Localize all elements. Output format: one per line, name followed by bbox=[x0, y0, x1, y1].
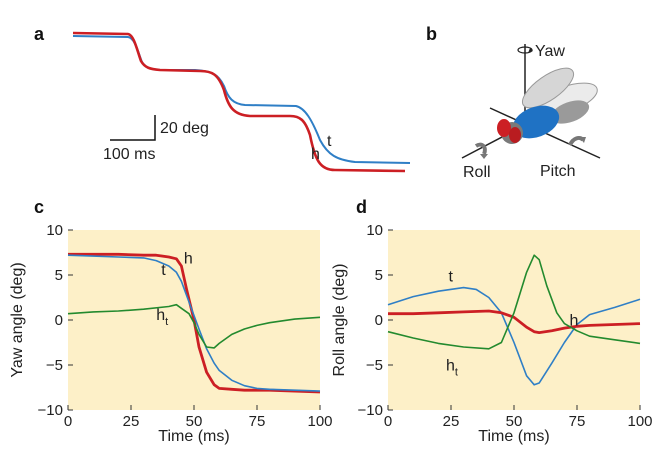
series-line-t bbox=[387, 286, 641, 386]
y-tick-label: −10 bbox=[358, 402, 383, 419]
fly-abdomen bbox=[550, 100, 590, 124]
fly-diagram: Yaw Roll Pitch bbox=[461, 43, 601, 181]
y-tick-label: −5 bbox=[366, 357, 383, 374]
series-annotation: ht bbox=[156, 307, 168, 328]
roll-label: Roll bbox=[463, 164, 491, 181]
panel-a-thorax-trace bbox=[72, 35, 411, 164]
x-tick-label: 25 bbox=[123, 413, 140, 430]
panel-c-label: c bbox=[34, 197, 44, 217]
panel-a-label: a bbox=[34, 24, 45, 44]
series-annotation: t bbox=[161, 262, 166, 279]
series-annotation: ht bbox=[446, 357, 458, 378]
series-annotation: h bbox=[184, 250, 193, 267]
x-tick-label: 100 bbox=[307, 413, 332, 430]
panel-b-label: b bbox=[426, 24, 437, 44]
x-tick-label: 75 bbox=[249, 413, 266, 430]
y-tick-label: 10 bbox=[46, 222, 63, 239]
y-tick-label: 5 bbox=[375, 267, 383, 284]
fly-wing-left bbox=[521, 67, 575, 109]
fly-eye-left bbox=[497, 119, 511, 137]
y-tick-label: −5 bbox=[46, 357, 63, 374]
panel-d-label: d bbox=[356, 197, 367, 217]
y-axis-label: Yaw angle (deg) bbox=[9, 262, 26, 377]
pitch-arrow-icon bbox=[568, 135, 586, 146]
series-annotation: t bbox=[448, 268, 453, 285]
y-tick-label: −10 bbox=[38, 402, 63, 419]
x-tick-label: 25 bbox=[443, 413, 460, 430]
x-axis-label: Time (ms) bbox=[478, 428, 549, 445]
yaw-arrow-icon bbox=[517, 46, 533, 54]
x-tick-label: 50 bbox=[506, 413, 523, 430]
yaw-label: Yaw bbox=[535, 43, 565, 60]
series-line-h-t bbox=[387, 254, 641, 350]
y-tick-label: 0 bbox=[375, 312, 383, 329]
fly-thorax bbox=[512, 105, 560, 139]
y-axis-label: Roll angle (deg) bbox=[331, 264, 348, 377]
scale-bar-x-label: 100 ms bbox=[103, 146, 155, 163]
series-annotation: h bbox=[569, 312, 578, 329]
x-tick-label: 75 bbox=[569, 413, 586, 430]
fly-eye-right bbox=[509, 127, 521, 143]
series-line-h bbox=[68, 252, 321, 394]
x-axis-label: Time (ms) bbox=[158, 428, 229, 445]
scale-bar-y-label: 20 deg bbox=[160, 120, 209, 137]
y-tick-label: 10 bbox=[366, 222, 383, 239]
x-tick-label: 0 bbox=[384, 413, 392, 430]
panel-a-head-trace bbox=[72, 31, 406, 173]
x-tick-label: 100 bbox=[627, 413, 652, 430]
x-tick-label: 50 bbox=[186, 413, 203, 430]
panel-a-label-h: h bbox=[311, 146, 320, 163]
panel-a-scale-bar: 20 deg 100 ms bbox=[103, 115, 209, 163]
series-line-t bbox=[67, 254, 321, 392]
panel-a-traces bbox=[72, 31, 411, 173]
roll-arrow-icon bbox=[474, 142, 488, 159]
series-line-h bbox=[388, 309, 641, 334]
y-tick-label: 5 bbox=[55, 267, 63, 284]
panel-a-label-t: t bbox=[327, 133, 332, 150]
series-line-h-t bbox=[67, 303, 321, 349]
plot-area-d bbox=[388, 230, 640, 410]
y-tick-label: 0 bbox=[55, 312, 63, 329]
pitch-label: Pitch bbox=[540, 163, 576, 180]
x-tick-label: 0 bbox=[64, 413, 72, 430]
